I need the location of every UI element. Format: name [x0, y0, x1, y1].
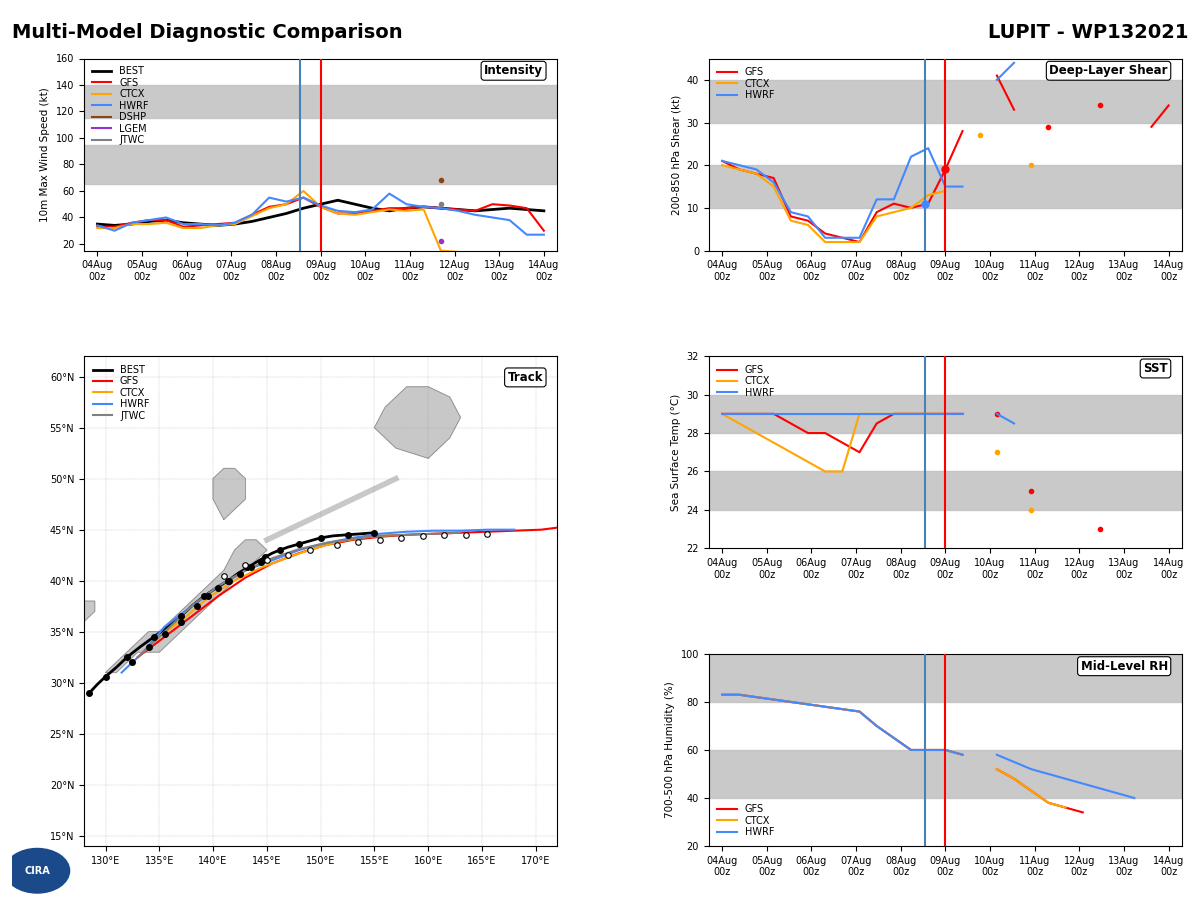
- Polygon shape: [52, 601, 95, 642]
- Legend: GFS, CTCX, HWRF: GFS, CTCX, HWRF: [714, 800, 778, 842]
- Legend: BEST, GFS, CTCX, HWRF, JTWC: BEST, GFS, CTCX, HWRF, JTWC: [89, 361, 154, 425]
- Legend: GFS, CTCX, HWRF: GFS, CTCX, HWRF: [714, 361, 778, 401]
- Legend: GFS, CTCX, HWRF: GFS, CTCX, HWRF: [714, 63, 778, 104]
- Y-axis label: 200-850 hPa Shear (kt): 200-850 hPa Shear (kt): [671, 94, 682, 215]
- Bar: [84, 85, 557, 118]
- Text: SST: SST: [1144, 362, 1168, 375]
- Bar: [709, 654, 1182, 702]
- Bar: [709, 394, 1182, 433]
- Text: Deep-Layer Shear: Deep-Layer Shear: [1049, 64, 1168, 77]
- Text: CIRA: CIRA: [24, 866, 50, 876]
- Text: Track: Track: [508, 371, 544, 384]
- Y-axis label: 10m Max Wind Speed (kt): 10m Max Wind Speed (kt): [41, 87, 50, 222]
- Polygon shape: [106, 540, 266, 672]
- Text: Mid-Level RH: Mid-Level RH: [1080, 660, 1168, 672]
- Text: LUPIT - WP132021: LUPIT - WP132021: [988, 22, 1188, 41]
- Y-axis label: 700-500 hPa Humidity (%): 700-500 hPa Humidity (%): [665, 681, 676, 818]
- Bar: [709, 472, 1182, 510]
- Bar: [709, 750, 1182, 798]
- Polygon shape: [214, 469, 245, 519]
- Polygon shape: [0, 561, 84, 846]
- Polygon shape: [374, 387, 461, 458]
- Y-axis label: Sea Surface Temp (°C): Sea Surface Temp (°C): [671, 393, 680, 511]
- Bar: [709, 166, 1182, 208]
- Circle shape: [5, 849, 70, 893]
- Polygon shape: [84, 356, 557, 846]
- Bar: [709, 80, 1182, 122]
- Text: Multi-Model Diagnostic Comparison: Multi-Model Diagnostic Comparison: [12, 22, 403, 41]
- Bar: [84, 145, 557, 184]
- Text: Intensity: Intensity: [484, 64, 544, 77]
- Legend: BEST, GFS, CTCX, HWRF, DSHP, LGEM, JTWC: BEST, GFS, CTCX, HWRF, DSHP, LGEM, JTWC: [89, 63, 151, 148]
